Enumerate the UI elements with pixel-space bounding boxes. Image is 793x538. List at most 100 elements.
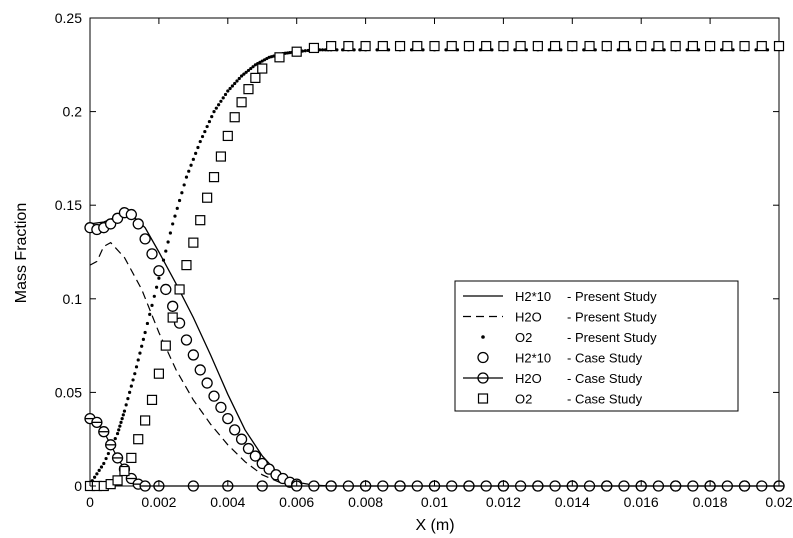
- data-point: [237, 76, 241, 81]
- data-point: [189, 163, 193, 167]
- data-point: [498, 40, 509, 52]
- data-point: [226, 89, 230, 93]
- data-point: [198, 139, 202, 144]
- x-tick-label: 0.01: [421, 494, 448, 510]
- data-point: [246, 68, 251, 73]
- data-point: [242, 442, 255, 455]
- y-tick-label: 0: [74, 478, 82, 494]
- data-point: [136, 358, 140, 362]
- data-point: [187, 480, 200, 492]
- data-point: [215, 401, 227, 414]
- data-point: [250, 72, 261, 84]
- data-point: [360, 40, 371, 52]
- data-point: [215, 151, 227, 162]
- data-point: [394, 480, 406, 492]
- data-point: [187, 349, 200, 361]
- data-point: [91, 416, 103, 429]
- data-point: [187, 169, 191, 173]
- data-point: [738, 480, 751, 492]
- data-point: [200, 134, 205, 139]
- x-tick-label: 0.004: [210, 494, 245, 510]
- legend-study-label: - Present Study: [567, 310, 657, 325]
- data-point: [102, 461, 106, 466]
- data-point: [243, 84, 254, 95]
- x-tick-label: 0.008: [348, 494, 383, 510]
- legend-study-label: - Case Study: [567, 351, 643, 366]
- data-point: [113, 436, 117, 441]
- data-point: [124, 403, 128, 407]
- data-point: [320, 48, 325, 52]
- data-point: [132, 218, 144, 230]
- data-point: [463, 480, 475, 492]
- data-point: [249, 66, 253, 71]
- legend-species-label: H2O: [515, 371, 542, 386]
- legend-study-label: - Case Study: [567, 371, 643, 386]
- data-point: [121, 413, 125, 417]
- series-4: [84, 412, 785, 492]
- x-tick-label: 0: [86, 494, 94, 510]
- data-point: [704, 40, 716, 52]
- legend-entry: H2O - Case Study: [463, 371, 643, 386]
- data-point: [145, 321, 150, 326]
- data-point: [515, 40, 526, 52]
- data-point: [173, 214, 177, 218]
- data-point: [180, 191, 184, 195]
- legend-species-label: H2*10: [515, 289, 551, 304]
- data-point: [244, 70, 248, 74]
- data-point: [256, 480, 268, 492]
- data-point: [249, 450, 262, 462]
- legend-species-label: H2O: [515, 310, 542, 325]
- data-point: [233, 81, 237, 86]
- data-point: [105, 439, 117, 451]
- data-point: [217, 103, 221, 107]
- data-point: [229, 112, 240, 123]
- data-point: [343, 40, 354, 52]
- data-point: [115, 431, 120, 436]
- data-point: [636, 40, 647, 52]
- data-point: [229, 424, 241, 436]
- data-point: [308, 42, 320, 54]
- y-tick-label: 0.1: [63, 291, 83, 307]
- data-point: [148, 312, 152, 316]
- series-line: [89, 418, 779, 487]
- x-tick-label: 0.002: [141, 494, 176, 510]
- data-point: [601, 480, 613, 492]
- data-point: [175, 206, 179, 210]
- legend-swatch: [481, 335, 485, 339]
- legend-study-label: - Present Study: [567, 330, 657, 345]
- data-point: [138, 351, 142, 355]
- data-point: [228, 86, 232, 91]
- data-point: [756, 40, 767, 52]
- legend-species-label: O2: [515, 392, 532, 407]
- x-tick-label: 0.014: [555, 494, 590, 510]
- data-point: [161, 258, 166, 262]
- data-point: [143, 330, 147, 335]
- data-point: [106, 451, 110, 456]
- data-point: [208, 172, 220, 183]
- data-point: [291, 46, 302, 57]
- data-point: [139, 480, 151, 492]
- data-point: [230, 84, 234, 88]
- data-point: [221, 96, 225, 100]
- data-point: [670, 40, 681, 52]
- data-point: [722, 40, 733, 52]
- data-point: [201, 377, 213, 389]
- data-point: [118, 424, 122, 428]
- data-point: [481, 40, 492, 52]
- data-point: [188, 237, 199, 248]
- data-point: [184, 175, 189, 179]
- data-point: [112, 475, 123, 486]
- series-line: [89, 241, 297, 486]
- legend-swatch: [477, 351, 489, 364]
- series-1: [89, 241, 297, 486]
- data-point: [120, 417, 124, 421]
- data-point: [274, 52, 285, 63]
- data-point: [181, 260, 192, 271]
- data-point: [412, 40, 423, 52]
- data-point: [150, 303, 154, 307]
- legend-entry: H2*10 - Case Study: [477, 351, 643, 366]
- data-point: [235, 433, 248, 445]
- data-point: [196, 145, 200, 150]
